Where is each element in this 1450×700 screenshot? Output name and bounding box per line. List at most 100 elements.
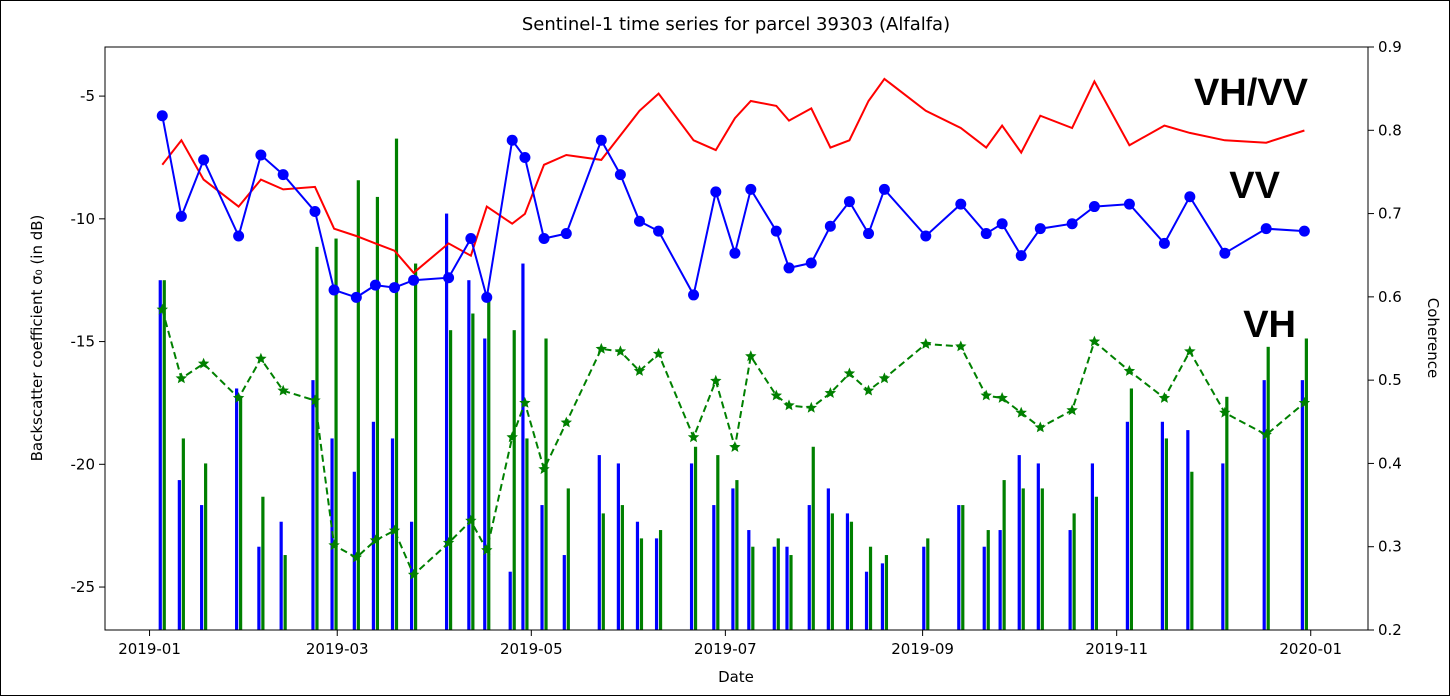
coherence-bar (311, 380, 315, 630)
series-label: VH (1243, 304, 1296, 346)
point-marker (595, 342, 607, 354)
series-label: VV (1229, 165, 1280, 207)
point-marker (197, 357, 210, 369)
coherence-bar (181, 438, 185, 630)
point-marker (862, 384, 875, 396)
point-marker (255, 352, 267, 364)
point-marker (710, 374, 722, 386)
series-line (161, 77, 1305, 275)
coherence-bar (998, 530, 1002, 630)
point-marker (745, 350, 757, 362)
point-marker (1158, 392, 1171, 403)
point-marker (506, 431, 518, 443)
y2-axis-label: Coherence (1424, 298, 1442, 378)
coherence-bar (356, 180, 360, 630)
point-marker (745, 183, 757, 195)
coherence-bar (444, 213, 449, 631)
x-tick-label: 2019-03 (306, 640, 369, 658)
point-marker (955, 340, 967, 352)
point-marker (519, 396, 531, 408)
y2-tick-label: 0.9 (1378, 38, 1402, 56)
point-marker (920, 230, 932, 242)
coherence-bar (371, 421, 376, 630)
coherence-bar (562, 555, 566, 630)
coherence-bar (1262, 380, 1266, 630)
y2-tick-label: 0.6 (1378, 288, 1402, 306)
y2-tick-label: 0.8 (1378, 121, 1402, 139)
point-marker (1123, 365, 1136, 376)
coherence-bar (982, 546, 986, 630)
point-marker (1066, 218, 1078, 230)
coherence-bar (735, 480, 739, 630)
coherence-bar (235, 388, 239, 630)
y-tick-label: -5 (80, 87, 95, 105)
point-marker (878, 183, 890, 195)
coherence-bar (635, 521, 640, 630)
y-axis-label: Backscatter coefficient σ₀ (in dB) (28, 215, 46, 462)
point-marker (770, 389, 782, 401)
point-marker (920, 338, 932, 349)
coherence-bar (544, 338, 548, 630)
y2-tick-label: 0.3 (1378, 538, 1402, 556)
coherence-bar (261, 496, 265, 630)
coherence-bar (566, 488, 570, 630)
coherence-bar (448, 330, 453, 630)
coherence-bar (413, 263, 418, 630)
point-marker (824, 220, 836, 232)
point-marker (955, 198, 967, 210)
x-tick-label: 2019-11 (1085, 640, 1148, 658)
coherence-bar (716, 455, 720, 630)
x-tick-label: 2019-07 (694, 640, 757, 658)
point-marker (1034, 223, 1046, 235)
coherence-bar (1186, 430, 1190, 630)
coherence-bar (751, 546, 755, 630)
point-marker (633, 215, 645, 227)
point-marker (980, 389, 992, 401)
point-marker (770, 225, 782, 237)
point-marker (465, 514, 477, 526)
coherence-bar (1225, 396, 1229, 630)
coherence-bar (1040, 488, 1044, 630)
point-marker (653, 225, 665, 237)
point-marker (878, 372, 891, 384)
point-marker (843, 196, 855, 208)
y2-tick-label: 0.2 (1378, 621, 1402, 639)
point-marker (232, 392, 245, 403)
x-axis-label: Date (718, 668, 754, 686)
y-tick-label: -25 (71, 578, 96, 596)
point-marker (843, 367, 856, 379)
coherence-bar (620, 505, 624, 630)
point-marker (350, 551, 362, 563)
coherence-bar (158, 280, 162, 630)
point-marker (538, 232, 550, 244)
point-marker (996, 392, 1008, 403)
coherence-bar (1300, 380, 1304, 630)
point-marker (614, 169, 626, 181)
coherence-bar (712, 505, 716, 630)
point-marker (443, 272, 455, 284)
coherence-bar (483, 338, 487, 630)
coherence-bar (283, 555, 287, 630)
point-marker (156, 110, 168, 122)
coherence-bar (540, 505, 544, 630)
coherence-bar (986, 530, 990, 630)
x-tick-label: 2019-05 (500, 640, 563, 658)
point-marker (729, 441, 741, 452)
point-marker (729, 247, 741, 259)
coherence-bar (394, 138, 399, 630)
coherence-bar (1160, 421, 1164, 630)
point-marker (1015, 406, 1027, 418)
point-marker (506, 134, 518, 146)
point-marker (1015, 250, 1027, 262)
coherence-bar (1090, 463, 1095, 630)
point-marker (863, 228, 875, 240)
coherence-bar (1221, 463, 1225, 630)
coherence-bar (1125, 421, 1129, 630)
point-marker (175, 372, 188, 384)
coherence-bar (1094, 496, 1099, 630)
coherence-bar (177, 480, 181, 630)
coherence-bar (1068, 530, 1072, 630)
coherence-bar (1002, 480, 1006, 630)
y2-tick-label: 0.5 (1378, 371, 1402, 389)
